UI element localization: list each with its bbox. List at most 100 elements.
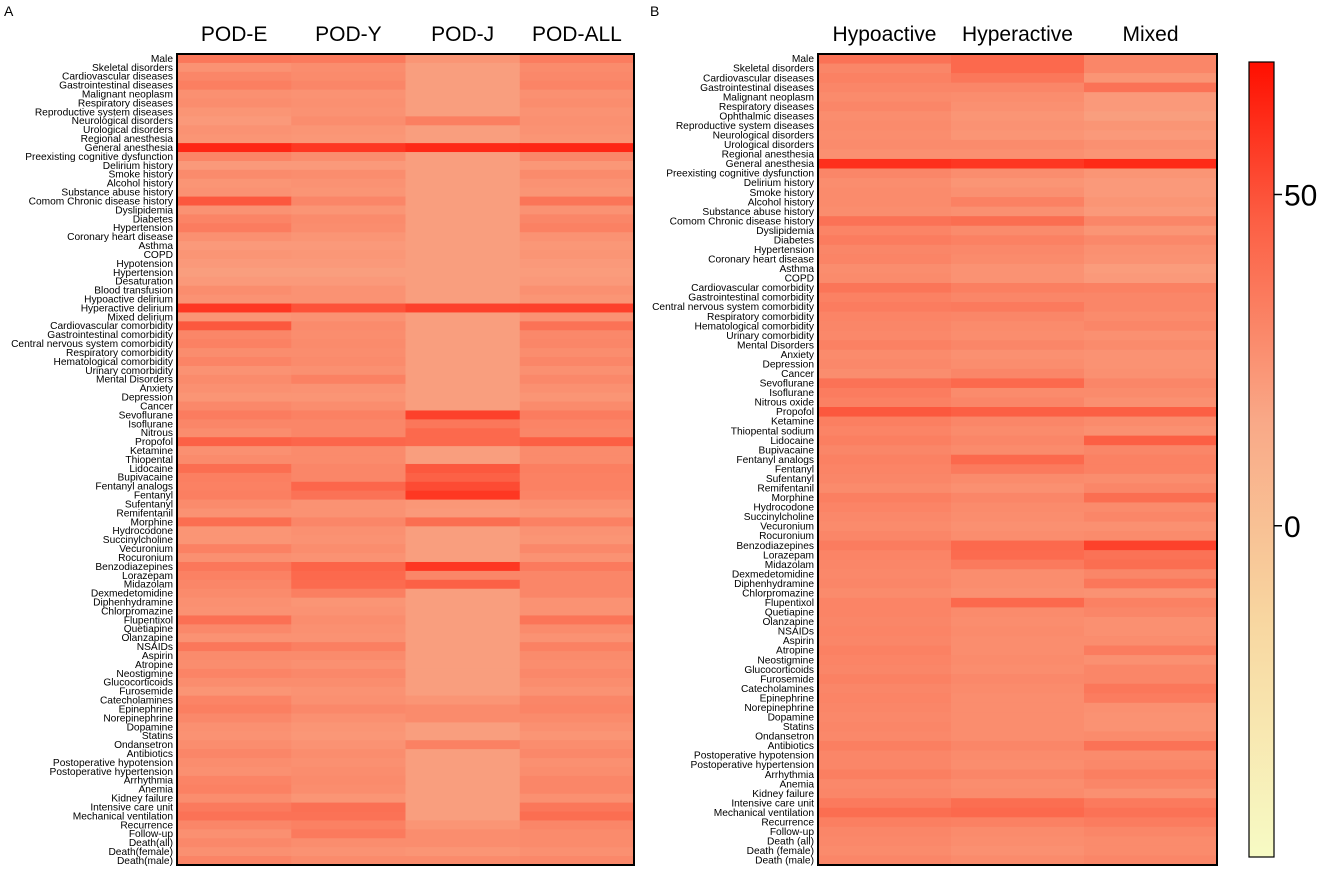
heatmap-cell: [519, 526, 635, 536]
heatmap-cell: [1084, 769, 1218, 780]
row-label-hypotension: Hypotension: [116, 259, 173, 270]
heatmap-cell: [951, 845, 1085, 857]
heatmap-cell: [405, 196, 521, 207]
row-label-cardiovascular-comorbidity: Cardiovascular comorbidity: [691, 283, 815, 294]
heatmap-cell: [291, 517, 407, 527]
heatmap-cell: [405, 357, 521, 367]
heatmap-cell: [818, 292, 952, 303]
heatmap-cell: [818, 502, 952, 513]
row-label-benzodiazepines: Benzodiazepines: [95, 562, 173, 573]
heatmap-cell: [951, 511, 1085, 523]
heatmap-cell: [818, 845, 952, 857]
row-label-fentanyl: Fentanyl: [775, 464, 814, 475]
heatmap-cell: [1084, 826, 1218, 837]
heatmap-cell: [1084, 521, 1218, 532]
row-label-neurological-disorders: Neurological disorders: [713, 131, 814, 142]
row-label-sevoflurane: Sevoflurane: [760, 379, 815, 390]
heatmap-cell: [405, 740, 521, 750]
row-label-midazolam: Midazolam: [765, 560, 814, 571]
heatmap-cell: [1084, 845, 1218, 857]
heatmap-cell: [177, 829, 292, 839]
row-label-thiopental: Thiopental: [125, 455, 173, 466]
heatmap-cell: [1084, 473, 1218, 484]
heatmap-cell: [519, 624, 635, 634]
heatmap-cell: [291, 508, 407, 519]
heatmap-cell: [818, 349, 952, 360]
row-label-follow-up: Follow-up: [129, 829, 173, 840]
heatmap-cell: [291, 677, 407, 688]
row-label-hematological-comorbidity: Hematological comorbidity: [695, 321, 815, 332]
heatmap-cell: [519, 740, 635, 750]
heatmap-cell: [818, 378, 952, 389]
row-label-furosemide: Furosemide: [760, 674, 814, 685]
heatmap-cell: [291, 490, 407, 501]
heatmap-cell: [291, 606, 407, 617]
heatmap-cell: [1084, 626, 1218, 637]
heatmap-cell: [951, 63, 1085, 74]
heatmap-cell: [519, 357, 635, 367]
heatmap-cell: [519, 232, 635, 242]
heatmap-cell: [818, 397, 952, 408]
heatmap-cell: [1084, 101, 1218, 112]
heatmap-cell: [519, 321, 635, 331]
heatmap-cell: [519, 838, 635, 848]
heatmap-cell: [291, 481, 407, 492]
row-label-death-female: Death (female): [747, 846, 814, 857]
heatmap-cell: [405, 62, 521, 73]
heatmap-cell: [818, 607, 952, 618]
heatmap-cell: [818, 63, 952, 74]
heatmap-cell: [818, 769, 952, 780]
row-label-midazolam: Midazolam: [124, 580, 173, 591]
colorbar-tick-label: 0: [1284, 511, 1301, 544]
heatmap-cell: [951, 674, 1085, 685]
heatmap-cell: [291, 232, 407, 242]
heatmap-cell: [519, 401, 635, 412]
heatmap-cell: [951, 368, 1085, 379]
row-label-nitrous-oxide: Nitrous oxide: [755, 398, 815, 409]
heatmap-cell: [405, 285, 521, 296]
row-label-flupentixol: Flupentixol: [765, 598, 814, 609]
heatmap-cell: [177, 561, 292, 572]
column-label-hypoactive: Hypoactive: [833, 23, 937, 46]
row-label-nsaids: NSAIDs: [137, 642, 173, 653]
heatmap-cell: [405, 178, 521, 189]
heatmap-cell: [291, 472, 407, 483]
heatmap-cell: [519, 642, 635, 652]
heatmap-cell: [519, 704, 635, 715]
heatmap-cell: [951, 578, 1085, 589]
heatmap-cell: [818, 225, 952, 236]
heatmap-cell: [818, 168, 952, 179]
heatmap-cell: [177, 223, 292, 233]
heatmap-cell: [1084, 311, 1218, 322]
heatmap-cell: [519, 544, 635, 554]
heatmap-cell: [177, 143, 292, 153]
heatmap-cell: [291, 374, 407, 385]
heatmap-cell: [291, 695, 407, 706]
heatmap-cell: [405, 758, 521, 768]
column-label-pod-all: POD-ALL: [532, 23, 622, 46]
row-label-isoflurane: Isoflurane: [128, 419, 173, 430]
heatmap-cell: [405, 615, 521, 625]
heatmap-cell: [519, 588, 635, 599]
heatmap-cell: [177, 695, 292, 706]
heatmap-cell: [405, 570, 521, 581]
heatmap-cell: [951, 788, 1085, 799]
heatmap-cell: [177, 758, 292, 768]
heatmap-cell: [818, 235, 952, 246]
heatmap-cell: [519, 695, 635, 706]
heatmap-cell: [951, 349, 1085, 360]
row-label-death-all: Death (all): [767, 837, 814, 848]
heatmap-cell: [405, 561, 521, 572]
heatmap-cell: [951, 588, 1085, 599]
heatmap-cell: [818, 855, 952, 866]
heatmap-cell: [519, 276, 635, 287]
heatmap-cell: [405, 339, 521, 349]
heatmap-cell: [177, 820, 292, 830]
row-label-fentanyl-analogs: Fentanyl analogs: [95, 482, 173, 493]
heatmap-cell: [951, 149, 1085, 160]
row-label-furosemide: Furosemide: [119, 687, 173, 698]
heatmap-cell: [405, 54, 521, 64]
heatmap-cell: [1084, 120, 1218, 131]
heatmap-cell: [405, 223, 521, 233]
heatmap-cell: [405, 107, 521, 117]
